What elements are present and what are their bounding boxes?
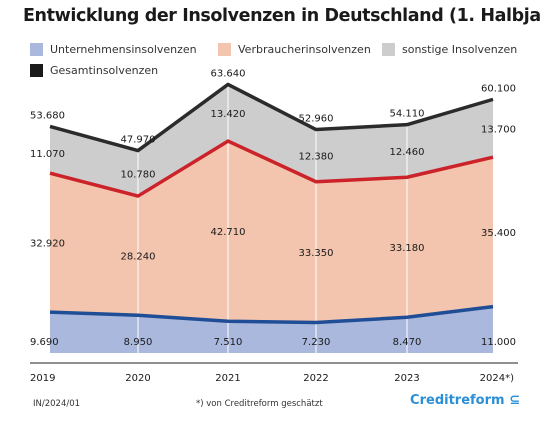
- label-verbraucher: 42.710: [211, 227, 246, 238]
- label-sonstige: 12.460: [390, 147, 425, 158]
- label-unternehmen: 7.230: [302, 337, 331, 348]
- line-gesamtinsolvenzen: [49, 82, 494, 153]
- label-gesamt: 47.970: [121, 135, 156, 146]
- legend-label-unternehmen: Unternehmensinsolvenzen: [50, 43, 197, 56]
- label-verbraucher: 33.350: [299, 248, 334, 259]
- label-verbraucher: 35.400: [481, 228, 516, 239]
- x-tick-label: 2024*): [480, 373, 514, 384]
- brand-name: Creditreform: [410, 393, 505, 408]
- label-verbraucher: 33.180: [390, 243, 425, 254]
- label-sonstige: 11.070: [30, 149, 65, 160]
- line-unternehmensinsolvenzen: [49, 304, 494, 325]
- brand-mark-icon: ⊆: [504, 393, 520, 408]
- label-sonstige: 13.420: [211, 109, 246, 120]
- legend-label-verbraucher: Verbraucherinsolvenzen: [238, 43, 371, 56]
- legend-label-gesamt: Gesamtinsolvenzen: [50, 64, 159, 77]
- label-unternehmen: 9.690: [30, 337, 59, 348]
- label-gesamt: 53.680: [30, 110, 65, 121]
- creditreform-logo: Creditreform ⊆: [410, 393, 520, 408]
- chart-title: Entwicklung der Insolvenzen in Deutschla…: [23, 6, 542, 26]
- label-sonstige: 10.780: [121, 169, 156, 180]
- label-sonstige: 12.380: [299, 152, 334, 163]
- area-sonstige-insolvenzen: [50, 84, 493, 197]
- label-gesamt: 63.640: [211, 68, 246, 79]
- label-sonstige: 13.700: [481, 124, 516, 135]
- source-code: IN/2024/01: [33, 399, 81, 409]
- legend-swatch-gesamt: [30, 64, 43, 77]
- line-verbraucher-top: [49, 139, 494, 198]
- label-gesamt: 60.100: [481, 83, 516, 94]
- label-unternehmen: 8.470: [393, 337, 422, 348]
- label-verbraucher: 28.240: [121, 252, 156, 263]
- estimate-footnote: *) von Creditreform geschätzt: [196, 399, 323, 409]
- label-unternehmen: 8.950: [124, 337, 153, 348]
- x-tick-label: 2020: [125, 373, 150, 384]
- x-tick-label: 2022: [303, 373, 328, 384]
- legend-item-gesamt: Gesamtinsolvenzen: [30, 64, 158, 77]
- label-gesamt: 52.960: [299, 114, 334, 125]
- label-gesamt: 54.110: [390, 109, 425, 120]
- legend-item-unternehmen: Unternehmensinsolvenzen: [30, 43, 197, 56]
- legend-swatch-verbraucher: [218, 43, 231, 56]
- area-verbraucherinsolvenzen: [50, 141, 493, 323]
- label-unternehmen: 11.000: [481, 337, 516, 348]
- legend-item-verbraucher: Verbraucherinsolvenzen: [218, 43, 371, 56]
- x-tick-label: 2023: [394, 373, 419, 384]
- legend-swatch-unternehmen: [30, 43, 43, 56]
- x-tick-label: 2021: [215, 373, 240, 384]
- legend-swatch-sonstige: [382, 43, 395, 56]
- label-verbraucher: 32.920: [30, 239, 65, 250]
- x-tick-label: 2019: [30, 373, 55, 384]
- legend-label-sonstige: sonstige Insolvenzen: [402, 43, 518, 56]
- legend-item-sonstige: sonstige Insolvenzen: [382, 43, 517, 56]
- label-unternehmen: 7.510: [214, 337, 243, 348]
